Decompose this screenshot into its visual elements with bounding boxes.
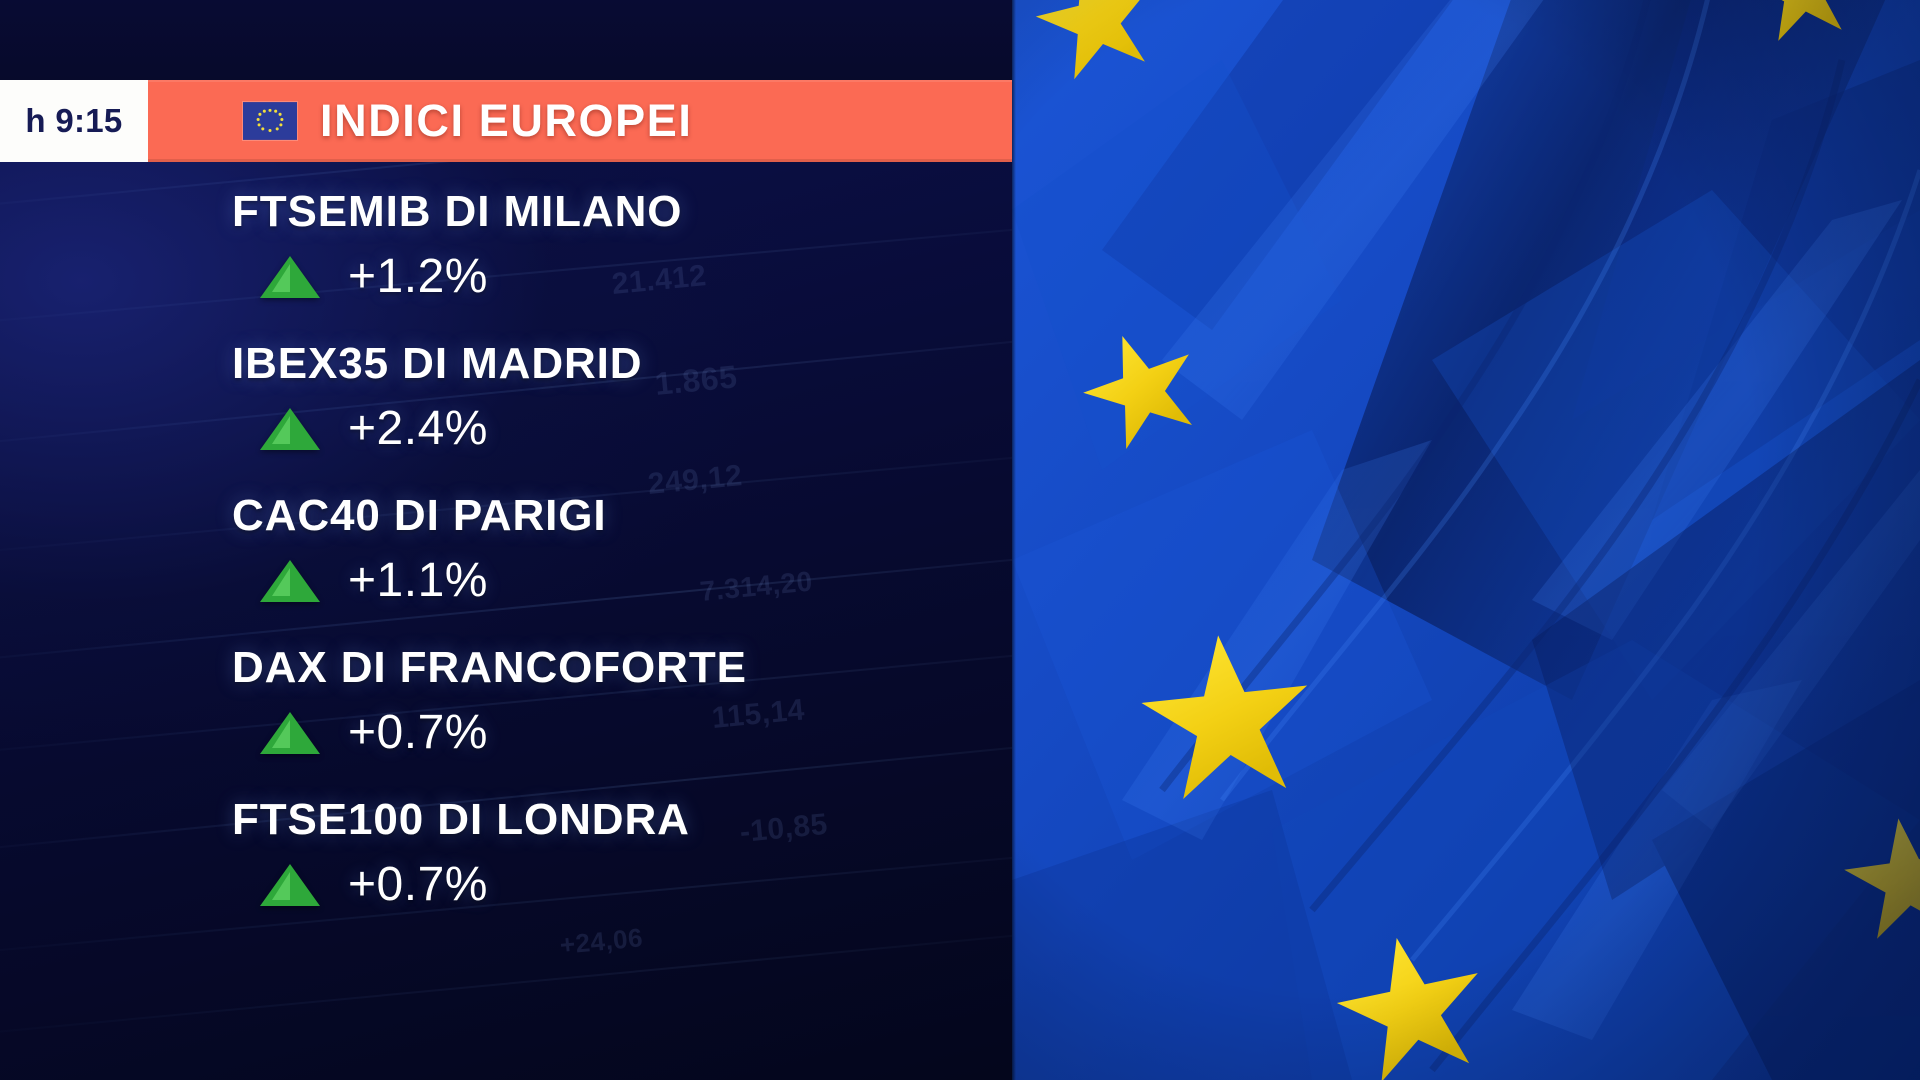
time-label: h 9:15	[25, 102, 123, 139]
index-value-row: +1.2%	[232, 253, 1012, 301]
index-name: FTSE100 DI LONDRA	[232, 795, 690, 844]
arrow-up-icon	[260, 712, 320, 754]
index-change: +2.4%	[348, 402, 488, 455]
time-badge: h 9:15	[0, 80, 148, 162]
index-name: DAX DI FRANCOFORTE	[232, 643, 747, 692]
index-value-row: +0.7%	[232, 861, 1012, 909]
index-change: +0.7%	[348, 858, 488, 911]
index-value-row: +1.1%	[232, 557, 1012, 605]
index-row: CAC40 DI PARIGI +1.1%	[0, 494, 1012, 646]
arrow-up-icon	[260, 256, 320, 298]
index-change: +0.7%	[348, 706, 488, 759]
european-union-flag	[1012, 0, 1920, 1080]
index-value-row: +0.7%	[232, 709, 1012, 757]
index-change: +1.1%	[348, 554, 488, 607]
index-row: FTSE100 DI LONDRA +0.7%	[0, 798, 1012, 950]
index-row: IBEX35 DI MADRID +2.4%	[0, 342, 1012, 494]
eu-flag-icon	[242, 101, 298, 141]
indices-panel: 21.412 1.865 249,12 7.314,20 115,14 -10,85 +24…	[0, 0, 1012, 1080]
indices-list: FTSEMIB DI MILANO +1.2% IBEX35 DI MADRID +2…	[0, 190, 1012, 950]
header-bar: h 9:15	[0, 80, 1012, 162]
top-strip	[0, 0, 1012, 80]
arrow-up-icon	[260, 864, 320, 906]
title-bar: INDICI EUROPEI	[148, 80, 1012, 162]
index-value-row: +2.4%	[232, 405, 1012, 453]
index-name: FTSEMIB DI MILANO	[232, 187, 683, 236]
panel-edge-shadow	[1012, 0, 1016, 1080]
arrow-up-icon	[260, 408, 320, 450]
header-title: INDICI EUROPEI	[320, 95, 693, 146]
arrow-up-icon	[260, 560, 320, 602]
index-row: FTSEMIB DI MILANO +1.2%	[0, 190, 1012, 342]
index-change: +1.2%	[348, 250, 488, 303]
index-name: CAC40 DI PARIGI	[232, 491, 607, 540]
index-name: IBEX35 DI MADRID	[232, 339, 643, 388]
index-row: DAX DI FRANCOFORTE +0.7%	[0, 646, 1012, 798]
